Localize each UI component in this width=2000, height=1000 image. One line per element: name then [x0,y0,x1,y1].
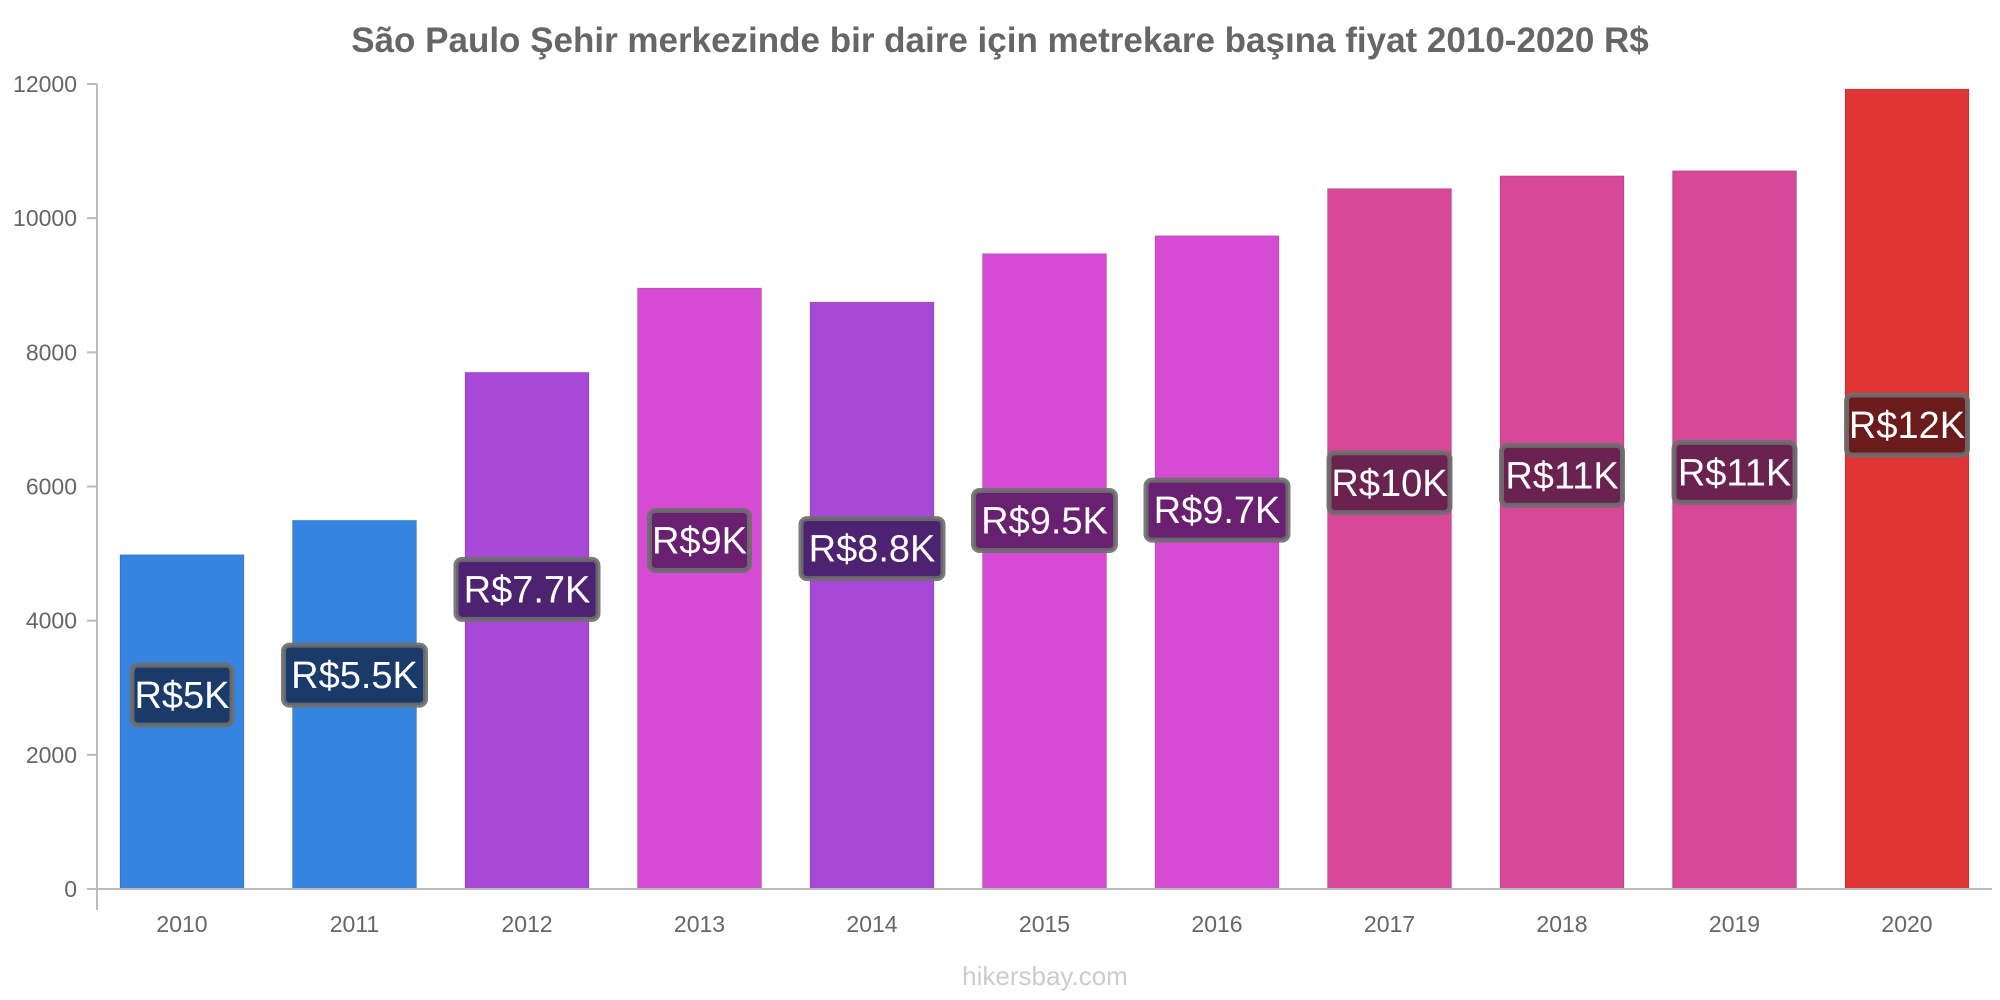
data-label-box [1143,477,1291,543]
x-tick-label: 2016 [1191,911,1242,937]
data-label-box [647,507,752,573]
x-tick-label: 2018 [1536,911,1587,937]
data-label: R$11K [1505,455,1618,497]
y-tick-label: 10000 [13,205,77,231]
data-label: R$10K [1331,463,1447,505]
x-tick-label: 2010 [156,911,207,937]
x-tick-label: 2014 [846,911,897,937]
data-label-box [1326,450,1453,516]
y-tick-label: 0 [64,876,77,902]
y-tick-label: 8000 [26,339,77,365]
data-label-box [129,662,235,728]
data-label: R$9K [652,520,747,562]
chart-title: São Paulo Şehir merkezinde bir daire içi… [351,21,1649,60]
x-tick-label: 2017 [1364,911,1415,937]
data-label-box [798,516,946,582]
watermark: hikersbay.com [962,961,1128,991]
data-label-box [281,642,428,708]
y-tick-label: 4000 [26,608,77,634]
data-label: R$9.5K [981,500,1108,542]
bar [464,371,590,890]
x-tick-label: 2011 [330,911,379,937]
bar [1154,235,1280,890]
data-label: R$7.7K [464,569,591,611]
data-label: R$5.5K [291,655,418,697]
data-label-box [1499,442,1625,508]
bar [982,253,1107,890]
data-label: R$5K [134,675,229,717]
bar [1499,175,1625,890]
bar [637,287,762,890]
bar [809,301,935,890]
x-tick-label: 2013 [674,911,725,937]
data-label-box [1671,439,1798,505]
data-label: R$8.8K [809,529,936,571]
x-tick-label: 2015 [1019,911,1070,937]
y-tick-label: 6000 [26,474,77,500]
bar [1844,88,1970,890]
x-tick-label: 2019 [1709,911,1760,937]
data-label: R$12K [1849,405,1965,447]
bar [1327,188,1452,890]
y-tick-label: 12000 [13,71,77,97]
data-label-box [971,487,1118,553]
y-axis: 0 2000 4000 6000 8000 10000 12000 [13,71,98,910]
x-tick-label: 2012 [501,911,552,937]
y-tick-label: 2000 [26,742,77,768]
x-tick-label: 2020 [1881,911,1932,937]
x-axis: 2010 2011 2012 2013 2014 2015 2016 2017 2018 2019… [87,888,1992,937]
data-label: R$11K [1678,452,1791,494]
data-label-box [1844,392,1970,458]
data-label-box [453,556,601,622]
data-label: R$9.7K [1154,490,1281,532]
bar [1672,170,1797,890]
data-labels: R$5K R$5.5K R$7.7K R$9K R$8.8K R$9.5K R$9.7K R$… [129,392,1970,728]
